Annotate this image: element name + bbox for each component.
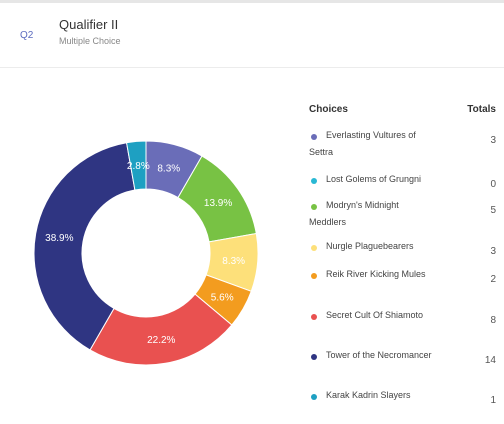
donut-slice[interactable] <box>125 140 147 191</box>
question-number: Q2 <box>20 30 34 41</box>
donut-svg: 8.3% 13.9% 8.3% 5.6% 22.2% 38.9% 2.8% <box>33 140 259 366</box>
choice-label: Lost Golems of Grungni <box>326 174 422 184</box>
choices-header: Choices <box>309 104 348 115</box>
choice-total: 8 <box>490 315 496 326</box>
donut-slice[interactable] <box>33 142 136 351</box>
question-header: Q2 Qualifier II Multiple Choice <box>0 3 504 68</box>
choice-label: Karak Kadrin Slayers <box>326 390 411 400</box>
choice-total: 1 <box>490 395 496 406</box>
question-type: Multiple Choice <box>59 36 121 46</box>
legend-swatch <box>311 394 317 400</box>
slice-percent-label: 2.8% <box>127 161 150 172</box>
slice-percent-label: 8.3% <box>157 163 180 174</box>
choice-label: Secret Cult Of Shiamoto <box>326 310 424 320</box>
slice-percent-label: 38.9% <box>45 233 73 244</box>
choice-total: 2 <box>490 274 496 285</box>
slice-percent-label: 13.9% <box>204 198 232 209</box>
legend-swatch <box>311 314 317 320</box>
choice-row: Secret Cult Of Shiamoto 8 <box>309 307 496 341</box>
choice-row: Karak Kadrin Slayers 1 <box>309 387 496 421</box>
choice-row: Modryn's Midnight Meddlers 5 <box>309 197 496 231</box>
choice-total: 3 <box>490 135 496 146</box>
choice-label: Everlasting Vultures of Settra <box>309 130 416 157</box>
legend-swatch <box>311 354 317 360</box>
choice-total: 0 <box>490 179 496 190</box>
legend-swatch <box>311 204 317 210</box>
legend-swatch <box>311 245 317 251</box>
choice-total: 3 <box>490 246 496 257</box>
choice-label: Reik River Kicking Mules <box>326 269 426 279</box>
legend-swatch <box>311 178 317 184</box>
choice-row: Reik River Kicking Mules 2 <box>309 266 496 300</box>
choice-row: Nurgle Plaguebearers 3 <box>309 238 496 272</box>
legend-swatch <box>311 273 317 279</box>
slice-percent-label: 22.2% <box>147 335 175 346</box>
choice-total: 5 <box>490 205 496 216</box>
slice-percent-label: 5.6% <box>211 293 234 304</box>
choice-total: 14 <box>484 355 496 366</box>
totals-header: Totals <box>467 104 496 115</box>
question-title: Qualifier II <box>59 17 119 32</box>
legend-swatch <box>311 134 317 140</box>
donut-chart: 8.3% 13.9% 8.3% 5.6% 22.2% 38.9% 2.8% <box>26 133 266 373</box>
choice-label: Tower of the Necromancer <box>326 350 432 360</box>
top-rule <box>0 0 504 3</box>
choice-row: Everlasting Vultures of Settra 3 <box>309 127 496 161</box>
slice-percent-label: 8.3% <box>222 256 245 267</box>
choice-row: Tower of the Necromancer 14 <box>309 347 496 381</box>
choice-label: Modryn's Midnight Meddlers <box>309 200 399 227</box>
choice-label: Nurgle Plaguebearers <box>326 241 414 251</box>
choice-row: Lost Golems of Grungni 0 <box>309 171 496 205</box>
